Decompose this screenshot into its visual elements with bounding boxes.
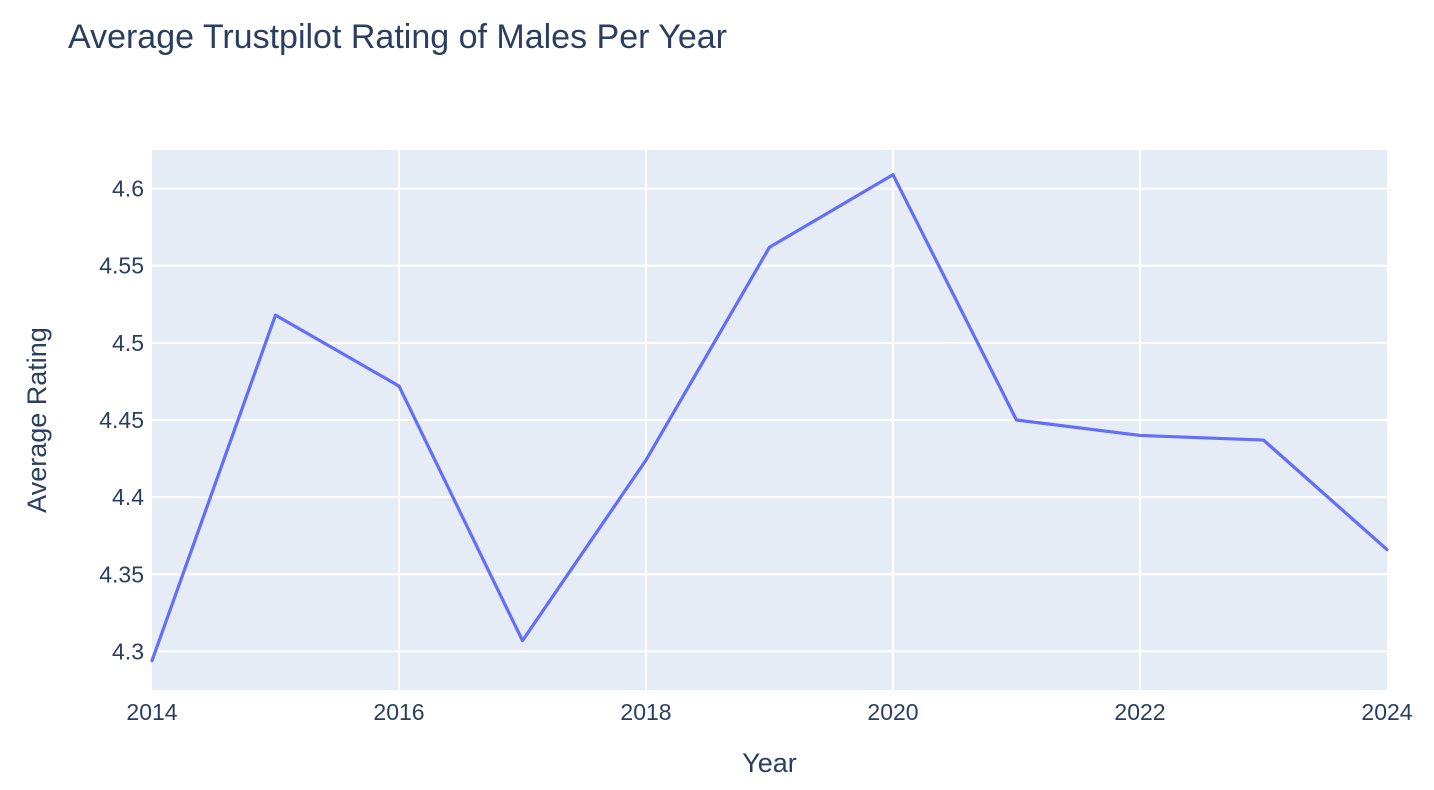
y-tick-label: 4.5 <box>112 330 144 356</box>
series-layer <box>150 173 1389 663</box>
x-tick-label: 2022 <box>1114 699 1165 725</box>
x-axis-ticks: 2014 2016 2018 2020 2022 2024 <box>126 699 1412 725</box>
y-tick-label: 4.3 <box>112 638 144 664</box>
y-tick-label: 4.45 <box>99 407 144 433</box>
y-axis-title: Average Rating <box>22 327 52 513</box>
grid-lines <box>152 150 1387 690</box>
y-tick-label: 4.55 <box>99 253 144 279</box>
x-tick-label: 2014 <box>126 699 177 725</box>
y-tick-label: 4.6 <box>112 176 144 202</box>
x-tick-label: 2018 <box>620 699 671 725</box>
chart-title: Average Trustpilot Rating of Males Per Y… <box>68 18 727 56</box>
y-axis-ticks: 4.3 4.35 4.4 4.45 4.5 4.55 4.6 <box>99 176 144 665</box>
x-tick-label: 2020 <box>867 699 918 725</box>
x-tick-label: 2024 <box>1361 699 1412 725</box>
y-tick-label: 4.35 <box>99 561 144 587</box>
y-tick-label: 4.4 <box>112 484 144 510</box>
x-axis-title: Year <box>742 748 797 778</box>
x-tick-label: 2016 <box>373 699 424 725</box>
